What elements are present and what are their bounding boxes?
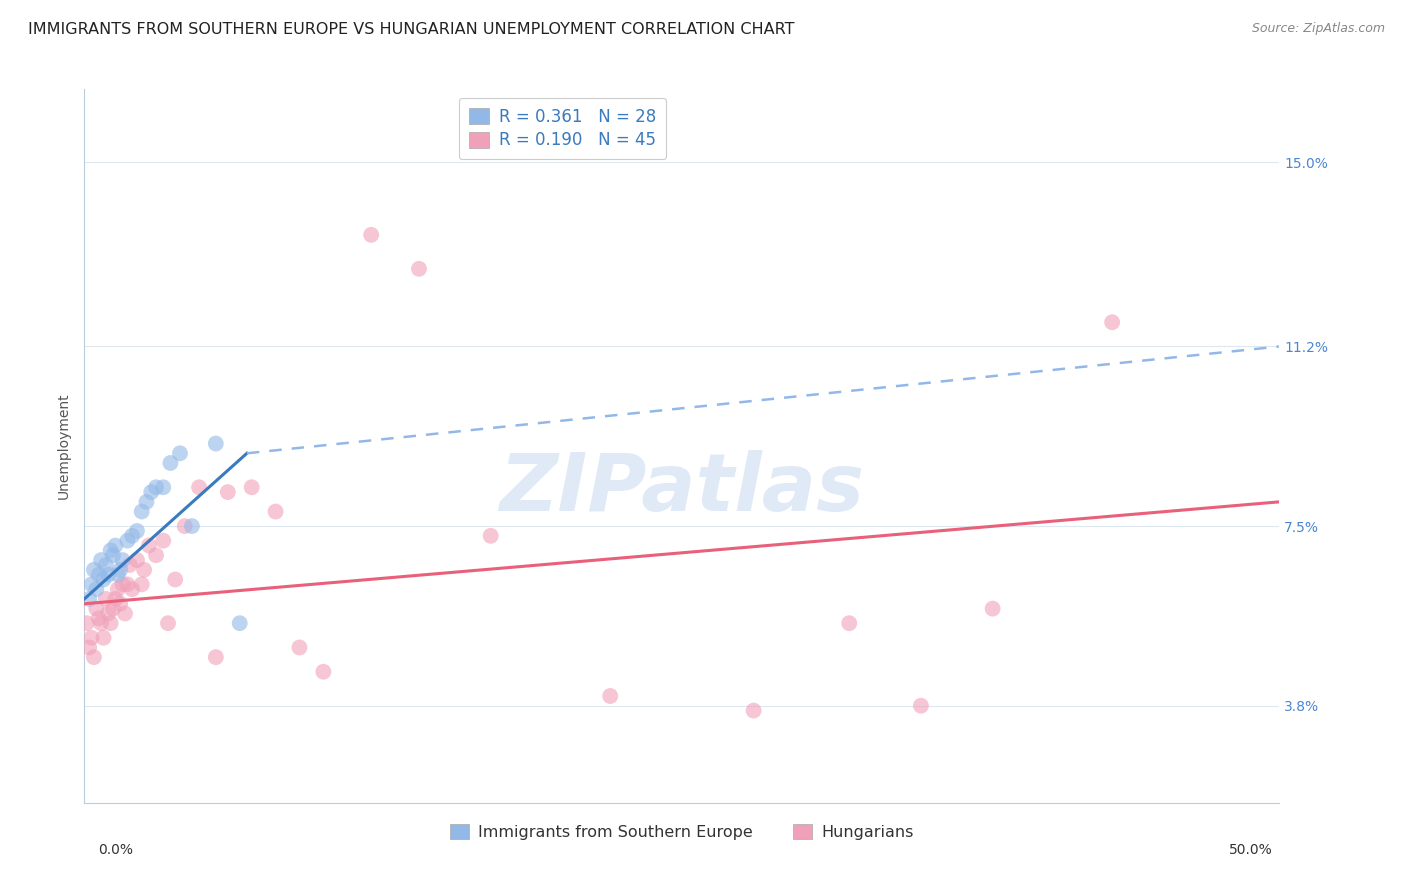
Point	[131, 504, 153, 518]
Text: ZIPatlas: ZIPatlas	[499, 450, 865, 528]
Point	[125, 524, 148, 538]
Point	[76, 616, 98, 631]
Point	[104, 539, 127, 553]
Text: 50.0%: 50.0%	[1229, 843, 1272, 857]
Point	[104, 591, 127, 606]
Text: Source: ZipAtlas.com: Source: ZipAtlas.com	[1251, 22, 1385, 36]
Point	[87, 567, 110, 582]
Point	[135, 495, 157, 509]
Text: 0.0%: 0.0%	[98, 843, 134, 857]
Point	[141, 485, 163, 500]
Point	[360, 227, 382, 242]
Point	[93, 631, 115, 645]
Point	[87, 611, 110, 625]
Point	[479, 529, 502, 543]
Point	[145, 480, 167, 494]
Point	[83, 650, 105, 665]
Point	[121, 582, 143, 597]
Point	[181, 519, 204, 533]
Point	[117, 577, 139, 591]
Point	[121, 529, 143, 543]
Point	[83, 563, 105, 577]
Point	[910, 698, 932, 713]
Point	[1101, 315, 1123, 329]
Point	[80, 631, 103, 645]
Point	[152, 480, 174, 494]
Point	[131, 577, 153, 591]
Point	[86, 582, 108, 597]
Point	[288, 640, 311, 655]
Point	[125, 553, 148, 567]
Point	[159, 456, 181, 470]
Point	[838, 616, 860, 631]
Point	[157, 616, 180, 631]
Point	[205, 436, 228, 450]
Point	[173, 519, 195, 533]
Point	[77, 640, 100, 655]
Point	[599, 689, 621, 703]
Point	[165, 573, 187, 587]
Point	[145, 548, 167, 562]
Point	[152, 533, 174, 548]
Point	[90, 553, 112, 567]
Point	[94, 558, 117, 572]
Point	[97, 567, 120, 582]
Point	[110, 563, 132, 577]
Point	[169, 446, 191, 460]
Point	[217, 485, 239, 500]
Point	[94, 591, 117, 606]
Point	[80, 577, 103, 591]
Point	[107, 567, 129, 582]
Point	[408, 261, 430, 276]
Point	[205, 650, 228, 665]
Point	[264, 504, 287, 518]
Point	[101, 601, 124, 615]
Point	[117, 533, 139, 548]
Point	[97, 607, 120, 621]
Point	[110, 597, 132, 611]
Point	[86, 601, 108, 615]
Point	[981, 601, 1004, 615]
Point	[100, 616, 122, 631]
Point	[111, 553, 134, 567]
Point	[111, 577, 134, 591]
Point	[100, 543, 122, 558]
Point	[114, 607, 136, 621]
Y-axis label: Unemployment: Unemployment	[56, 392, 70, 500]
Point	[742, 704, 765, 718]
Point	[229, 616, 252, 631]
Point	[240, 480, 263, 494]
Point	[138, 539, 160, 553]
Point	[93, 573, 115, 587]
Point	[132, 563, 156, 577]
Point	[188, 480, 211, 494]
Text: IMMIGRANTS FROM SOUTHERN EUROPE VS HUNGARIAN UNEMPLOYMENT CORRELATION CHART: IMMIGRANTS FROM SOUTHERN EUROPE VS HUNGA…	[28, 22, 794, 37]
Point	[77, 591, 100, 606]
Point	[90, 616, 112, 631]
Point	[312, 665, 335, 679]
Point	[101, 548, 124, 562]
Point	[118, 558, 141, 572]
Legend: Immigrants from Southern Europe, Hungarians: Immigrants from Southern Europe, Hungari…	[443, 817, 921, 847]
Point	[107, 582, 129, 597]
